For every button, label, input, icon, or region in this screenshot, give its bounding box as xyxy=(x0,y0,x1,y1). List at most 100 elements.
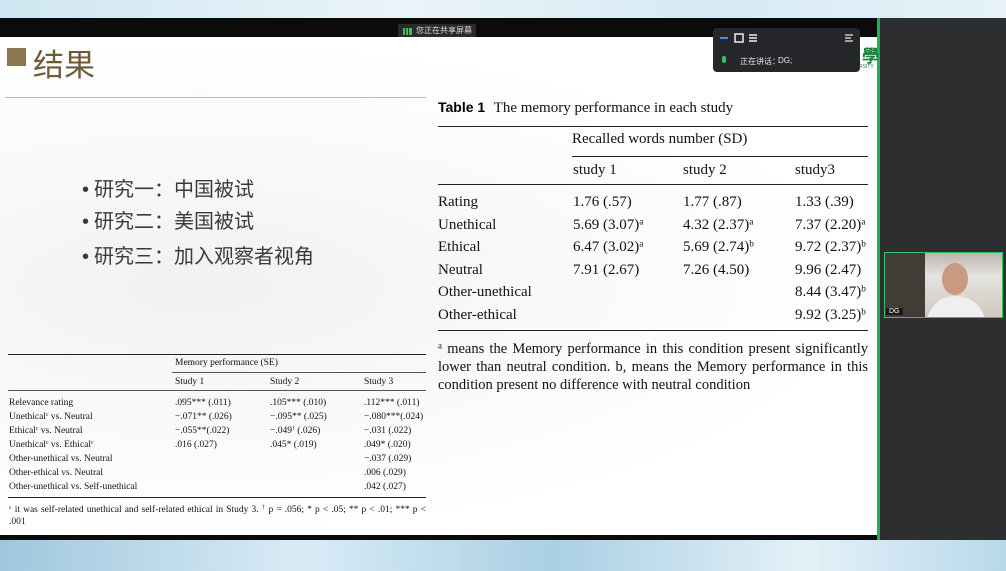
table-cell: .049* (.020) xyxy=(364,440,411,450)
text-segment: vs. Neutral xyxy=(38,426,83,436)
superscript: a xyxy=(438,340,442,351)
table-cell: −.080***(.024) xyxy=(364,412,424,422)
superscript: † xyxy=(261,505,266,512)
row-label: Other-unethical vs. Neutral xyxy=(9,454,113,464)
text-segment: 9.72 (2.37) xyxy=(795,239,862,256)
table-cell: −.095** (.025) xyxy=(270,412,327,422)
superscript: b xyxy=(749,239,754,250)
minimize-button[interactable] xyxy=(720,37,728,39)
column-header: study 1 xyxy=(573,162,617,178)
row-label: Rating xyxy=(438,194,478,210)
text-segment: vs. Ethical xyxy=(48,440,92,450)
text-segment: Unethical xyxy=(9,412,46,422)
table-cell: 7.37 (2.20)a xyxy=(795,216,865,234)
row-label: Other-ethical vs. Neutral xyxy=(9,468,103,478)
superscript: c xyxy=(35,426,39,433)
row-label: Other-ethical xyxy=(438,307,517,323)
column-header: Study 2 xyxy=(270,377,300,387)
superscript: a xyxy=(639,216,644,227)
toolbar-icons xyxy=(720,33,853,63)
table-rule xyxy=(8,497,426,498)
row-label: Other-unethical xyxy=(438,284,532,301)
table-cell: .045* (.019) xyxy=(270,440,317,450)
row-label: Other-unethical vs. Self-unethical xyxy=(9,482,138,492)
window-button[interactable] xyxy=(734,33,744,43)
desktop-band xyxy=(0,0,1006,18)
row-label: Unethicalc vs. Neutral xyxy=(9,411,93,423)
superscript: a xyxy=(861,216,866,227)
column-header: study3 xyxy=(795,162,836,178)
speaker-name: DG; xyxy=(778,56,793,65)
column-header: Study 3 xyxy=(364,377,394,387)
meeting-toolbar xyxy=(713,28,860,72)
superscript: † xyxy=(291,426,295,433)
text-segment: Ethical xyxy=(9,426,36,436)
table-rule xyxy=(572,156,868,157)
row-label: Relevance rating xyxy=(9,398,74,408)
superscript: c xyxy=(45,440,49,447)
table-cell: 7.91 (2.67) xyxy=(573,261,640,278)
superscript: c xyxy=(91,440,94,447)
table-cell: 5.69 (2.74)b xyxy=(683,238,754,256)
table-cell: 8.44 (3.47)b xyxy=(795,283,866,301)
text-segment: 5.69 (3.07) xyxy=(573,216,640,233)
text-segment: 4.32 (2.37) xyxy=(683,216,750,233)
title-marker xyxy=(7,48,26,66)
text-segment: 9.92 (3.25) xyxy=(795,307,862,323)
menu-button[interactable] xyxy=(845,34,853,42)
table-cell: .095*** (.011) xyxy=(175,398,231,408)
bullet-item: 研究二：美国被试 xyxy=(82,210,254,234)
table-cell: 4.32 (2.37)a xyxy=(683,216,753,234)
text-segment: 5.69 (2.74) xyxy=(683,239,750,256)
text-segment: p = .056; * p < .05; ** p < .01; *** p <… xyxy=(9,505,427,527)
text-segment: it was self-related unethical and self-r… xyxy=(11,505,262,515)
video-feed xyxy=(885,253,985,317)
table-cell: 7.26 (4.50) xyxy=(683,261,750,278)
superscript: b xyxy=(861,307,866,318)
text-segment: (.026) xyxy=(294,426,321,436)
group-header: Memory performance (SE) xyxy=(175,358,278,368)
superscript: c xyxy=(9,505,12,512)
table-cell: −.031 (.022) xyxy=(364,426,412,436)
title-rule xyxy=(5,97,426,98)
table-cell: 1.77 (.87) xyxy=(683,194,742,210)
bullet-item: 研究一：中国被试 xyxy=(82,178,254,202)
bullet-item: 研究三：加入观察者视角 xyxy=(82,245,314,269)
share-border xyxy=(877,18,880,540)
row-label: Unethicalc vs. Ethicalc xyxy=(9,439,94,451)
table-cell: −.071** (.026) xyxy=(175,412,232,422)
table-cell: .006 (.029) xyxy=(364,468,406,478)
share-banner[interactable]: 您正在共享屏幕 xyxy=(398,24,476,38)
logo-subtext: RSITY xyxy=(859,64,874,70)
desktop-band xyxy=(0,540,1006,571)
text-segment: 8.44 (3.47) xyxy=(795,284,862,301)
slide xyxy=(0,37,878,535)
table-cell: 9.92 (3.25)b xyxy=(795,306,866,324)
table-rule xyxy=(438,184,868,185)
column-header: study 2 xyxy=(683,162,727,178)
video-tile[interactable] xyxy=(884,252,1003,318)
text-segment: vs. Neutral xyxy=(48,412,93,422)
table-cell: 1.33 (.39) xyxy=(795,194,854,210)
table-cell: 1.76 (.57) xyxy=(573,194,632,210)
video-background xyxy=(885,253,925,317)
table-cell: −.055**(.022) xyxy=(175,426,230,436)
text-segment: −.049 xyxy=(270,426,292,436)
row-label: Neutral xyxy=(438,261,483,278)
table-rule xyxy=(438,126,868,127)
table-cell: 9.96 (2.47) xyxy=(795,261,862,278)
row-label: Unethical xyxy=(438,216,497,233)
mic-icon xyxy=(722,56,726,63)
table1-caption: Table 1 The memory performance in each s… xyxy=(438,99,733,117)
grid-button[interactable] xyxy=(749,34,757,42)
group-header: Recalled words number (SD) xyxy=(572,131,748,147)
logo-text: 學 xyxy=(862,47,879,67)
column-header: Study 1 xyxy=(175,377,205,387)
video-name: DG xyxy=(886,308,903,315)
table1-label: Table 1 xyxy=(438,99,486,115)
superscript: a xyxy=(749,216,754,227)
table-cell: .016 (.027) xyxy=(175,440,217,450)
table-cell: .112*** (.011) xyxy=(364,398,420,408)
table-rule xyxy=(438,330,868,331)
